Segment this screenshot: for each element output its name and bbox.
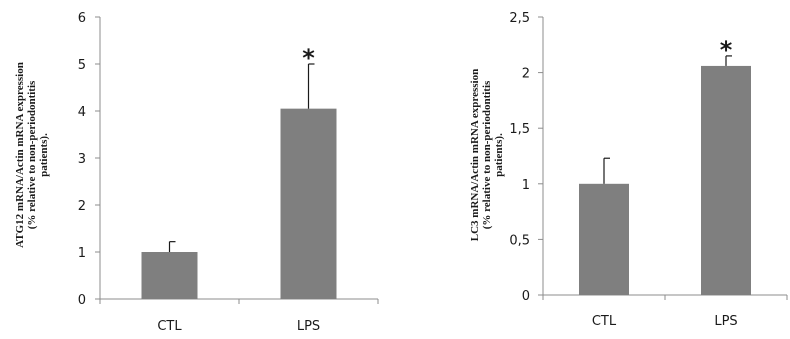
bar bbox=[280, 108, 337, 300]
y-axis-label-line: patients). bbox=[493, 133, 505, 177]
x-category-label: CTL bbox=[592, 314, 617, 329]
y-axis-label-line: (% relative to non-periodontitis bbox=[481, 80, 493, 229]
y-tick-label: 1 bbox=[78, 246, 86, 261]
x-category-label: LPS bbox=[297, 319, 320, 334]
y-axis-label-line: (% relative to non-periodontitis bbox=[26, 80, 38, 229]
significance-star: * bbox=[720, 36, 733, 64]
y-axis-label-line: ATG12 mRNA/Actin mRNA expression bbox=[14, 62, 26, 248]
y-tick-label: 1 bbox=[522, 178, 530, 193]
lc3-chart: 0 0,5 1 1,5 2 2,5 CTL LPS * LC3 mRNA/Actin mRNA e… bbox=[469, 11, 788, 329]
y-axis-label: LC3 mRNA/Actin mRNA expression(% relativ… bbox=[469, 69, 505, 241]
y-axis-label: ATG12 mRNA/Actin mRNA expression(% relat… bbox=[14, 62, 50, 248]
y-tick-label: 2 bbox=[78, 199, 86, 214]
significance-star: * bbox=[302, 44, 315, 72]
y-tick-label: 2,5 bbox=[509, 11, 530, 26]
atg12-chart: 0 1 2 3 4 5 6 CTL LPS * ATG12 mRNA/Actin mRNA expr… bbox=[14, 11, 379, 334]
y-tick-label: 5 bbox=[78, 58, 86, 73]
x-category-label: LPS bbox=[714, 314, 737, 329]
y-tick-label: 6 bbox=[78, 11, 86, 26]
y-tick-label: 2 bbox=[522, 67, 530, 82]
y-tick-label: 0,5 bbox=[509, 233, 530, 248]
x-category-label: CTL bbox=[157, 319, 182, 334]
bar bbox=[579, 183, 629, 295]
y-tick-label: 1,5 bbox=[509, 122, 530, 137]
y-tick-label: 0 bbox=[522, 289, 530, 304]
y-tick-label: 3 bbox=[78, 152, 86, 167]
y-axis-label-line: LC3 mRNA/Actin mRNA expression bbox=[469, 69, 481, 241]
y-tick-label: 0 bbox=[78, 293, 86, 308]
y-tick-label: 4 bbox=[78, 105, 86, 120]
y-axis-label-line: patients). bbox=[38, 133, 50, 177]
bar bbox=[701, 65, 751, 295]
bar bbox=[141, 252, 198, 299]
